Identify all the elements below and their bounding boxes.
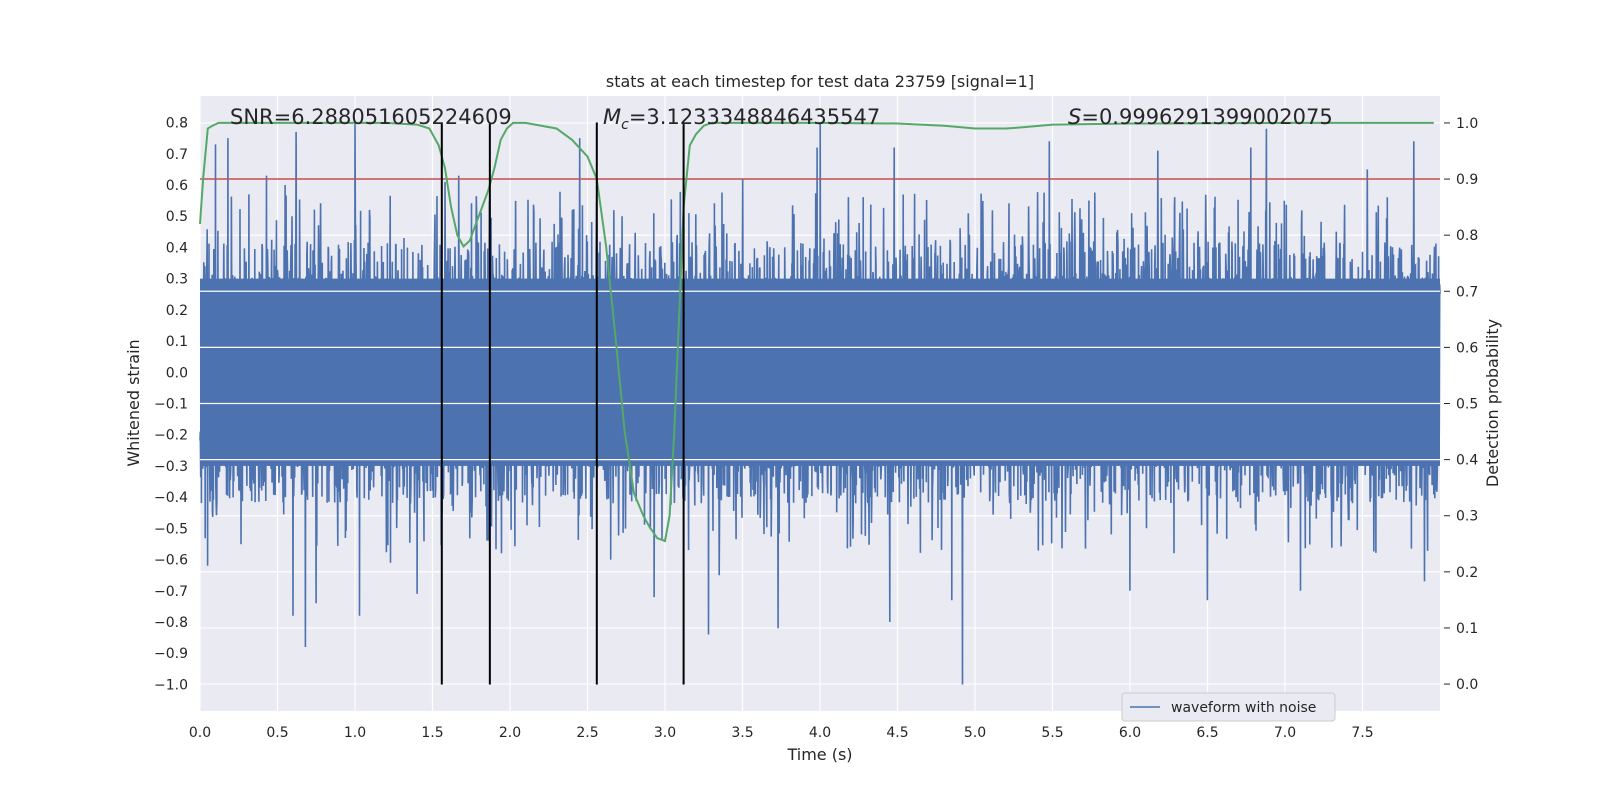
probability-series (199, 121, 1434, 543)
y2-tick-label: 0.6 (1456, 340, 1478, 356)
waveform-series (199, 122, 1441, 685)
y-tick-label: 0.2 (166, 303, 188, 319)
x-tick-label: 5.0 (964, 725, 986, 741)
y2-axis-title: Detection probability (1483, 319, 1502, 487)
x-tick-label: 4.0 (809, 725, 831, 741)
x-axis-title: Time (s) (786, 745, 852, 764)
x-tick-label: 5.5 (1041, 725, 1063, 741)
score-symbol: S (1068, 105, 1081, 129)
y-tick-label: −0.1 (154, 397, 188, 413)
x-tick-label: 7.0 (1274, 725, 1296, 741)
x-axis-ticks: 0.0 0.5 1.0 1.5 2.0 2.5 3.0 3.5 4.0 4.5 5.0 5.5 6.0 6… (189, 725, 1374, 741)
score-annotation: S=0.9996291399002075 (1068, 105, 1333, 129)
x-tick-label: 2.0 (499, 725, 521, 741)
x-tick-label: 0.5 (266, 725, 288, 741)
legend: waveform with noise (1121, 692, 1336, 722)
x-tick-label: 0.0 (189, 725, 211, 741)
y2-tick-label: 1.0 (1456, 116, 1478, 132)
y2-tick-label: 0.0 (1456, 677, 1478, 693)
y-tick-label: −0.4 (154, 490, 188, 506)
y-tick-label: −0.9 (154, 646, 188, 662)
x-tick-label: 6.0 (1119, 725, 1141, 741)
chirp-mass-annotation: Mc=3.1233348846435547 (603, 105, 880, 133)
x-tick-label: 3.0 (654, 725, 676, 741)
x-tick-label: 7.5 (1351, 725, 1373, 741)
y2-tick-label: 0.2 (1456, 565, 1478, 581)
y2-tick-label: 0.9 (1456, 172, 1478, 188)
legend-label: waveform with noise (1171, 700, 1316, 716)
chirp-mass-subscript: c (621, 117, 629, 133)
y-tick-label: 0.1 (166, 334, 188, 350)
y-tick-label: 0.5 (166, 209, 188, 225)
y2-tick-label: 0.1 (1456, 621, 1478, 637)
y-tick-label: −0.2 (154, 428, 188, 444)
y-axis-ticks: 0.8 0.7 0.6 0.5 0.4 0.3 0.2 0.1 0.0 −0.1 −0.2 −0.3 −… (154, 116, 188, 694)
probability-line (199, 121, 1434, 543)
y2-tick-label: 0.5 (1456, 397, 1478, 413)
score-value: =0.9996291399002075 (1081, 105, 1332, 129)
chart-title: stats at each timestep for test data 237… (606, 72, 1034, 91)
x-tick-label: 3.5 (731, 725, 753, 741)
chirp-mass-value: =3.1233348846435547 (629, 105, 880, 129)
y2-tick-label: 0.8 (1456, 228, 1478, 244)
x-tick-label: 2.5 (576, 725, 598, 741)
y-tick-label: −0.6 (154, 553, 188, 569)
y2-tick-label: 0.7 (1456, 284, 1478, 300)
y-tick-label: −1.0 (154, 677, 188, 693)
x-tick-label: 1.0 (344, 725, 366, 741)
x-tick-label: 6.5 (1196, 725, 1218, 741)
y-tick-label: 0.6 (166, 178, 188, 194)
y-tick-label: −0.7 (154, 584, 188, 600)
y-tick-label: −0.5 (154, 521, 188, 537)
y-tick-label: 0.8 (166, 116, 188, 132)
legend-box (1121, 692, 1336, 722)
y2-axis-ticks: 1.0 0.9 0.8 0.7 0.6 0.5 0.4 0.3 0.2 0.1 0.0 (1444, 116, 1478, 693)
event-markers (440, 122, 685, 685)
y-axis-title: Whitened strain (124, 339, 143, 466)
y-tick-label: −0.8 (154, 615, 188, 631)
y-tick-label: 0.3 (166, 272, 188, 288)
y-tick-label: 0.4 (166, 240, 188, 256)
chirp-mass-symbol: M (603, 105, 621, 129)
waveform-dense-band (200, 278, 1440, 466)
y-tick-label: 0.7 (166, 147, 188, 163)
snr-annotation: SNR=6.288051605224609 (230, 105, 512, 129)
y2-tick-label: 0.4 (1456, 453, 1478, 469)
y-tick-label: −0.3 (154, 459, 188, 475)
y2-tick-label: 0.3 (1456, 509, 1478, 525)
x-tick-label: 1.5 (421, 725, 443, 741)
y-tick-label: 0.0 (166, 365, 188, 381)
x-tick-label: 4.5 (886, 725, 908, 741)
